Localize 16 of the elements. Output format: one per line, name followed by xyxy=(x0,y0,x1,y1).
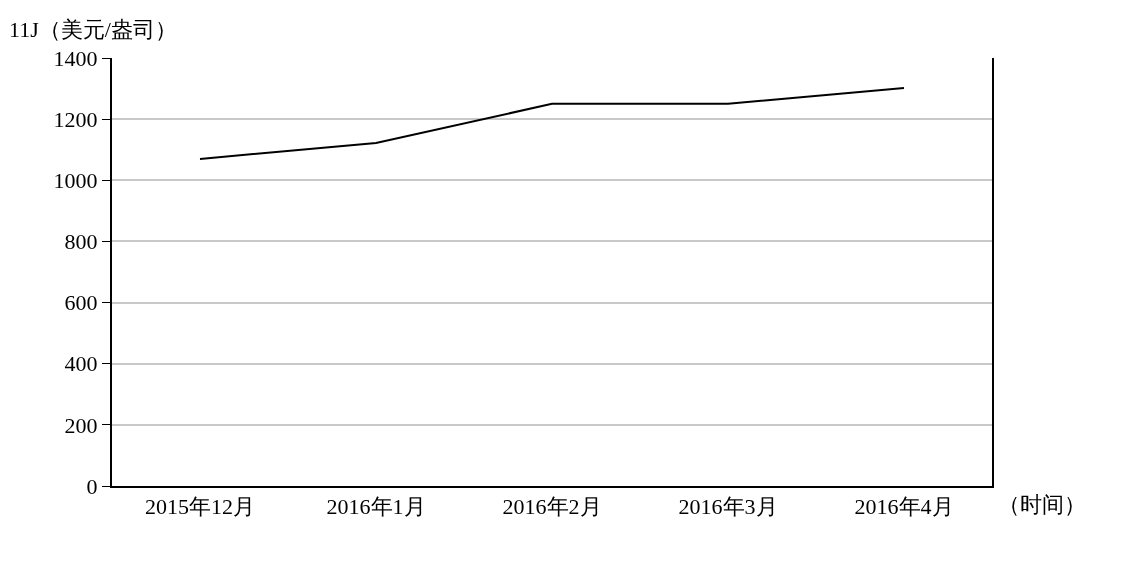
x-tick-label: 2016年4月 xyxy=(854,494,954,520)
y-tick-label: 1400 xyxy=(53,45,98,71)
x-tick-label: 2016年2月 xyxy=(502,494,602,520)
y-tick-label: 400 xyxy=(64,351,98,377)
x-axis-title: （时间） xyxy=(998,492,1086,517)
line-series xyxy=(199,86,905,160)
y-tick-label: 1000 xyxy=(53,167,98,193)
y-tick-label: 200 xyxy=(64,412,98,438)
x-tick-label: 2016年3月 xyxy=(678,494,778,520)
x-tick-label: 2016年1月 xyxy=(326,494,426,520)
y-tick-label: 600 xyxy=(64,290,98,316)
y-tick-label: 0 xyxy=(86,473,98,499)
y-tick-label: 800 xyxy=(64,229,98,255)
y-axis-title: 11J（美元/盎司） xyxy=(9,17,177,42)
x-tick-label: 2015年12月 xyxy=(145,494,255,520)
y-tick-label: 1200 xyxy=(53,106,98,132)
